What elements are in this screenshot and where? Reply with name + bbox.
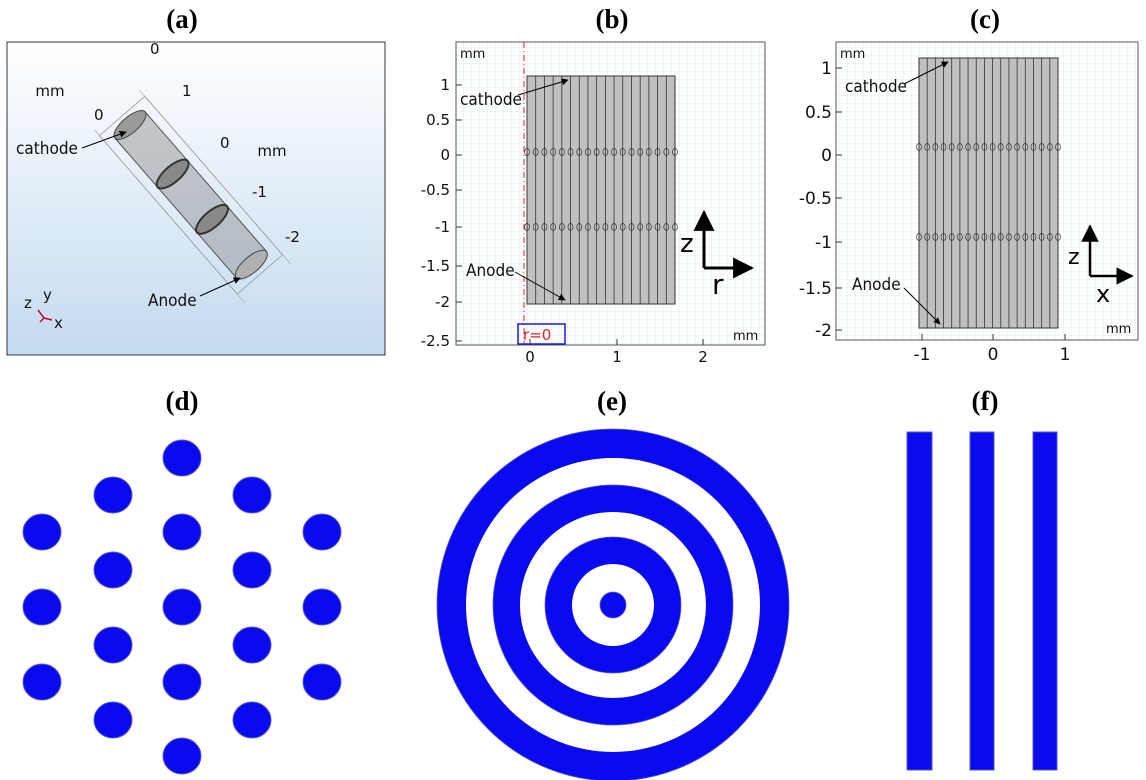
hole bbox=[94, 627, 132, 663]
hole bbox=[23, 514, 61, 550]
hole bbox=[23, 589, 61, 625]
panel-label: (c) bbox=[970, 4, 1000, 34]
hole bbox=[163, 738, 201, 774]
unit: mm bbox=[460, 47, 485, 62]
hole bbox=[303, 514, 341, 550]
hole bbox=[23, 664, 61, 700]
axis-label: z bbox=[1068, 245, 1080, 270]
axis-label: z bbox=[24, 294, 32, 312]
unit: mm bbox=[257, 142, 286, 160]
hole bbox=[303, 589, 341, 625]
anode-label: Anode bbox=[148, 291, 197, 311]
unit: mm bbox=[840, 47, 865, 62]
hole bbox=[94, 477, 132, 513]
hole bbox=[163, 589, 201, 625]
y-tick-label: 1 bbox=[440, 76, 450, 94]
y-tick-label: -2 bbox=[815, 321, 832, 341]
x-tick-label: 2 bbox=[698, 348, 708, 366]
panel-label: (f) bbox=[972, 386, 999, 416]
y-tick-label: -1.5 bbox=[421, 257, 450, 275]
hole bbox=[163, 664, 201, 700]
strip bbox=[970, 432, 994, 770]
strip bbox=[1033, 432, 1057, 770]
ring bbox=[600, 592, 626, 618]
hole bbox=[233, 627, 271, 663]
panel-label: (b) bbox=[596, 4, 629, 34]
tick-label: 0 bbox=[94, 106, 104, 124]
y-tick-label: 0 bbox=[440, 146, 450, 164]
axis-label: y bbox=[43, 286, 52, 304]
unit: mm bbox=[1106, 322, 1131, 337]
y-tick-label: 1 bbox=[821, 59, 832, 79]
hole bbox=[163, 514, 201, 550]
axis-label: z bbox=[680, 229, 694, 259]
tick-label: 0 bbox=[220, 134, 230, 152]
figure: (a) (b) (c) (d) (e) (f) mm mm 0 1 0 0 -1… bbox=[0, 0, 1146, 780]
cathode-label: cathode bbox=[460, 90, 522, 110]
y-tick-label: 0.5 bbox=[805, 103, 832, 123]
panel-label: (a) bbox=[166, 4, 197, 34]
hole-pattern bbox=[23, 440, 341, 774]
hole bbox=[303, 664, 341, 700]
unit: mm bbox=[35, 82, 64, 100]
y-tick-label: -0.5 bbox=[421, 181, 450, 199]
hole bbox=[233, 477, 271, 513]
axis-label: r bbox=[712, 268, 724, 301]
hole bbox=[233, 552, 271, 588]
panel-label: (d) bbox=[166, 386, 199, 416]
y-tick-label: -1 bbox=[815, 233, 832, 253]
marker-label: r=0 bbox=[523, 326, 551, 344]
axis-label: x bbox=[1096, 280, 1110, 308]
y-tick-label: -2 bbox=[435, 293, 450, 311]
y-tick-label: -0.5 bbox=[799, 189, 832, 209]
x-tick-label: 1 bbox=[1060, 345, 1071, 365]
panel-label: (e) bbox=[597, 386, 627, 416]
hole bbox=[94, 552, 132, 588]
y-tick-label: 0 bbox=[821, 146, 832, 166]
y-tick-label: -1.5 bbox=[799, 279, 832, 299]
tick-label: 1 bbox=[182, 82, 192, 100]
cathode-label: cathode bbox=[845, 77, 907, 97]
anode-label: Anode bbox=[466, 261, 515, 281]
x-tick-label: 1 bbox=[612, 348, 622, 366]
strip bbox=[907, 432, 932, 770]
x-tick-label: 0 bbox=[525, 348, 535, 366]
y-tick-label: 0.5 bbox=[426, 111, 450, 129]
hole bbox=[163, 440, 201, 476]
unit: mm bbox=[733, 329, 758, 344]
tick-label: 0 bbox=[150, 40, 160, 58]
tick-label: -1 bbox=[252, 183, 267, 201]
anode-label: Anode bbox=[852, 275, 901, 295]
cathode-label: cathode bbox=[16, 139, 78, 159]
hole bbox=[233, 702, 271, 738]
axis-label: x bbox=[54, 314, 63, 332]
electrode-stack bbox=[919, 58, 1058, 328]
tick-label: -2 bbox=[285, 228, 300, 246]
y-tick-label: -2.5 bbox=[421, 332, 450, 350]
electrode-stack bbox=[527, 76, 675, 304]
x-tick-label: 0 bbox=[988, 345, 999, 365]
ring-pattern bbox=[437, 429, 789, 780]
y-tick-label: -1 bbox=[435, 218, 450, 236]
x-tick-label: -1 bbox=[914, 345, 931, 365]
hole bbox=[94, 702, 132, 738]
